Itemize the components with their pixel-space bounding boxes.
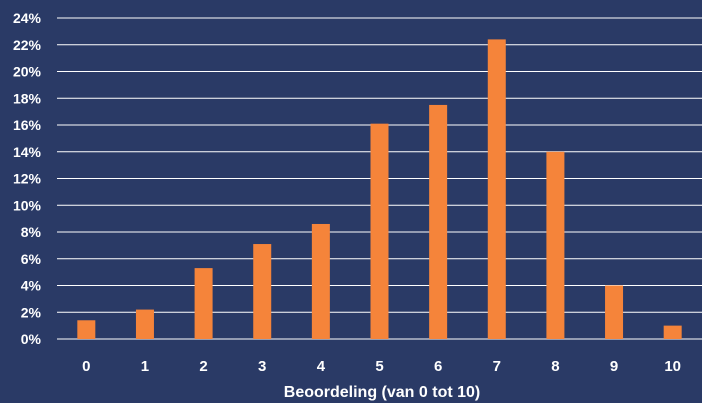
x-tick-label: 0	[82, 358, 90, 375]
bar-10	[663, 325, 682, 339]
x-axis-tick-labels: 0 1 2 3 4 5 6 7 8 9 10	[82, 358, 681, 375]
y-axis-tick-labels: 0% 2% 4% 6% 8% 10% 12% 14% 16% 18% 20% 22% 24%	[13, 10, 42, 347]
y-tick-label: 0%	[21, 331, 42, 347]
bar-6	[429, 104, 448, 339]
bar-4	[311, 223, 330, 339]
bar-5	[370, 123, 389, 339]
x-tick-label: 2	[199, 358, 207, 375]
y-tick-label: 12%	[13, 171, 42, 187]
bar-7	[487, 39, 506, 340]
x-tick-label: 8	[551, 358, 559, 375]
x-tick-label: 10	[664, 358, 681, 375]
bar-1	[135, 309, 154, 339]
bars	[77, 39, 682, 340]
y-tick-label: 8%	[21, 224, 42, 240]
x-tick-label: 3	[258, 358, 266, 375]
bar-3	[253, 244, 272, 339]
bar-8	[546, 151, 565, 339]
y-tick-label: 18%	[13, 90, 42, 106]
bar-2	[194, 268, 213, 339]
x-tick-label: 1	[141, 358, 149, 375]
y-tick-label: 2%	[21, 304, 42, 320]
x-tick-label: 9	[610, 358, 618, 375]
x-tick-label: 7	[493, 358, 501, 375]
x-tick-label: 6	[434, 358, 442, 375]
y-tick-label: 10%	[13, 197, 42, 213]
bar-0	[77, 320, 96, 339]
y-tick-label: 24%	[13, 10, 42, 26]
y-tick-label: 16%	[13, 117, 42, 133]
y-tick-label: 6%	[21, 251, 42, 267]
x-tick-label: 5	[375, 358, 383, 375]
y-tick-label: 22%	[13, 37, 42, 53]
x-axis-title: Beoordeling (van 0 tot 10)	[284, 384, 480, 401]
y-tick-label: 4%	[21, 278, 42, 294]
bar-9	[605, 285, 624, 339]
x-tick-label: 4	[317, 358, 326, 375]
y-tick-label: 20%	[13, 64, 42, 80]
y-tick-label: 14%	[13, 144, 42, 160]
